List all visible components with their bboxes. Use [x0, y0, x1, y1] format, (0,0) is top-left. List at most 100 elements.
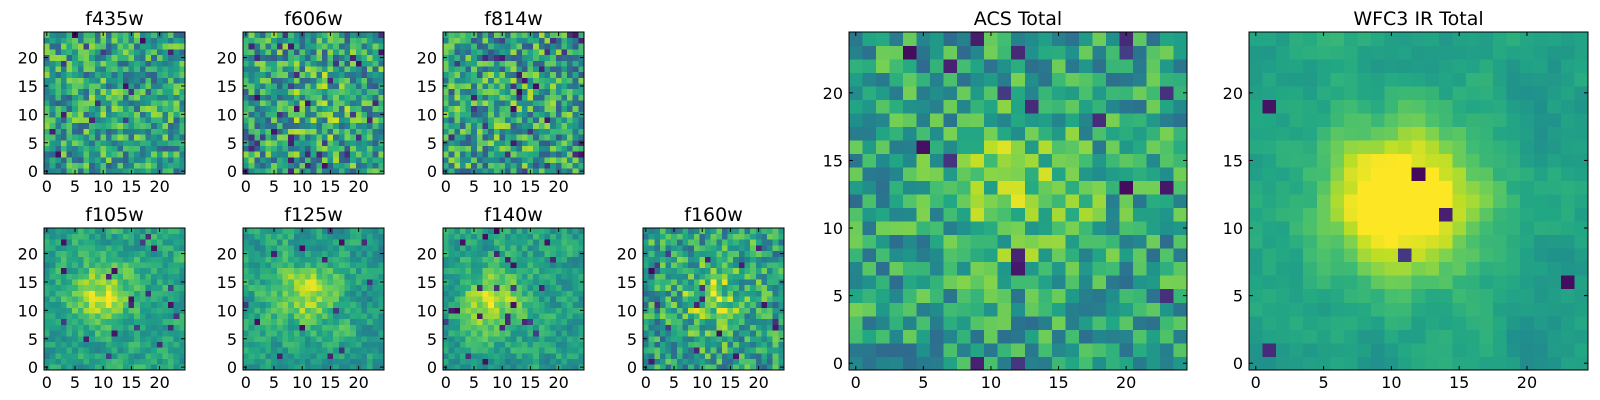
- y-tick-label: 20: [617, 245, 637, 264]
- heatmap-cell: [567, 162, 574, 169]
- heatmap-cell: [77, 66, 84, 73]
- heatmap-cell: [710, 347, 717, 354]
- heatmap-cell: [476, 330, 483, 337]
- heatmap-cell: [55, 156, 62, 163]
- heatmap-cell: [128, 151, 135, 158]
- heatmap-cell: [521, 32, 528, 39]
- heatmap-cell: [544, 279, 551, 286]
- heatmap-cell: [688, 279, 695, 286]
- heatmap-cell: [243, 330, 249, 337]
- heatmap-cell: [721, 245, 728, 252]
- heatmap-cell: [482, 307, 489, 314]
- heatmap-cell: [89, 233, 96, 240]
- heatmap-cell: [561, 273, 568, 280]
- heatmap-cell: [476, 290, 483, 297]
- heatmap-cell: [1159, 315, 1174, 330]
- heatmap-cell: [282, 49, 289, 56]
- heatmap-cell: [254, 279, 261, 286]
- heatmap-cell: [106, 318, 113, 325]
- heatmap-cell: [254, 347, 261, 354]
- heatmap-cell: [327, 273, 334, 280]
- heatmap-cell: [179, 66, 186, 73]
- heatmap-cell: [710, 245, 717, 252]
- heatmap-cell: [282, 335, 289, 342]
- heatmap-cell: [134, 37, 141, 44]
- heatmap-cell: [66, 318, 73, 325]
- heatmap-cell: [755, 296, 762, 303]
- heatmap-cell: [903, 167, 917, 182]
- heatmap-cell: [288, 145, 295, 152]
- heatmap-cell: [682, 290, 689, 297]
- heatmap-cell: [738, 262, 745, 269]
- heatmap-cell: [134, 145, 141, 152]
- heatmap-cell: [916, 275, 931, 290]
- heatmap-cell: [94, 301, 101, 308]
- heatmap-cell: [488, 100, 495, 107]
- heatmap-cell: [173, 330, 180, 337]
- heatmap-cell: [83, 37, 90, 44]
- heatmap-cell: [465, 301, 472, 308]
- heatmap-cell: [984, 302, 999, 317]
- heatmap-cell: [561, 105, 568, 112]
- heatmap-cell: [248, 324, 255, 331]
- heatmap-cell: [327, 358, 334, 365]
- heatmap-cell: [355, 330, 362, 337]
- heatmap-cell: [1159, 221, 1174, 236]
- heatmap-cell: [648, 284, 655, 291]
- heatmap-cell: [288, 318, 295, 325]
- x-tick-label: 5: [269, 373, 279, 392]
- heatmap-cell: [168, 77, 175, 84]
- heatmap-cell: [578, 352, 585, 359]
- heatmap-cell: [44, 358, 50, 365]
- heatmap-cell: [265, 301, 272, 308]
- heatmap-cell: [1159, 180, 1174, 195]
- heatmap-cell: [162, 162, 169, 169]
- heatmap-cell: [94, 273, 101, 280]
- heatmap-cell: [1146, 356, 1161, 371]
- heatmap-cell: [355, 233, 362, 240]
- heatmap-cell: [271, 66, 278, 73]
- heatmap-cell: [488, 49, 495, 56]
- heatmap-cell: [443, 318, 449, 325]
- heatmap-cell: [316, 245, 323, 252]
- y-tick-label: 5: [427, 134, 437, 153]
- heatmap-cell: [77, 168, 84, 175]
- heatmap-cell: [493, 279, 500, 286]
- heatmap-cell: [288, 117, 295, 124]
- heatmap-cell: [1092, 302, 1107, 317]
- heatmap-cell: [693, 335, 700, 342]
- heatmap-cell: [561, 145, 568, 152]
- heatmap-cell: [94, 228, 101, 235]
- heatmap-cell: [493, 358, 500, 365]
- heatmap-cell: [327, 71, 334, 78]
- heatmap-cell: [344, 352, 351, 359]
- heatmap-cell: [516, 71, 523, 78]
- heatmap-cell: [265, 37, 272, 44]
- heatmap-cell: [168, 139, 175, 146]
- heatmap-cell: [100, 330, 107, 337]
- heatmap-cell: [538, 49, 545, 56]
- heatmap-cell: [254, 284, 261, 291]
- heatmap-cell: [106, 250, 113, 257]
- heatmap-cell: [521, 122, 528, 129]
- heatmap-cell: [465, 335, 472, 342]
- heatmap-cell: [572, 347, 579, 354]
- heatmap-cell: [134, 105, 141, 112]
- heatmap-cell: [344, 335, 351, 342]
- heatmap-cell: [66, 100, 73, 107]
- heatmap-cell: [55, 145, 62, 152]
- heatmap-cell: [459, 32, 466, 39]
- heatmap-cell: [688, 324, 695, 331]
- heatmap-cell: [83, 273, 90, 280]
- heatmap-cell: [77, 364, 84, 371]
- heatmap-cell: [168, 239, 175, 246]
- heatmap-cell: [259, 145, 266, 152]
- heatmap-cell: [276, 32, 283, 39]
- heatmap-cell: [516, 100, 523, 107]
- heatmap-cell: [60, 54, 67, 61]
- heatmap-cell: [117, 134, 124, 141]
- heatmap-cell: [173, 111, 180, 118]
- heatmap-cell: [265, 100, 272, 107]
- heatmap-cell: [299, 318, 306, 325]
- heatmap-cell: [316, 273, 323, 280]
